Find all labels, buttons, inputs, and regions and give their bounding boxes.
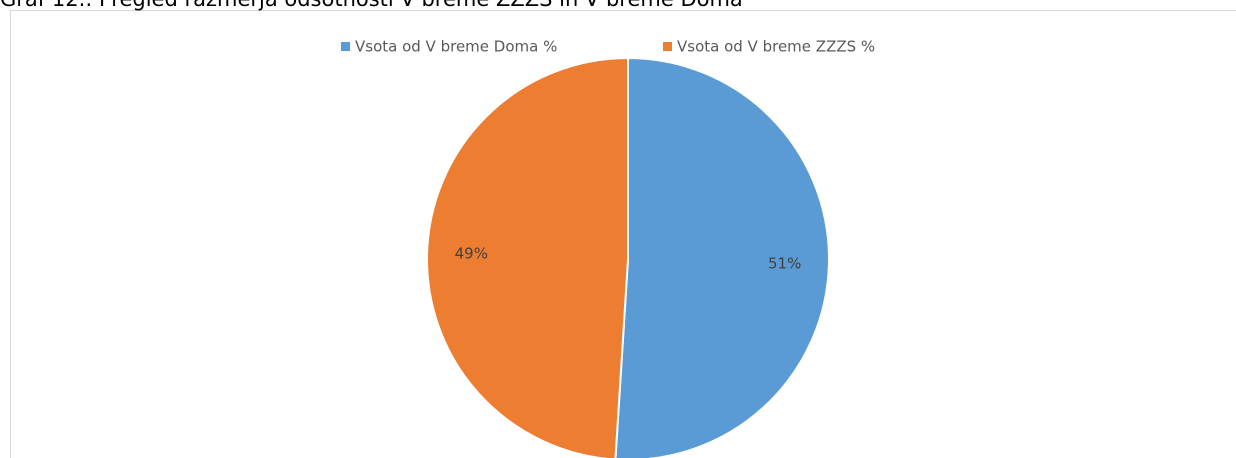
legend-swatch <box>341 42 350 51</box>
data-label: 49% <box>455 245 488 263</box>
legend-swatch <box>663 42 672 51</box>
data-label: 51% <box>768 254 801 272</box>
chart-title: Graf 12.: Pregled razmerja odsotnosti V … <box>0 0 743 11</box>
pie-slice <box>426 56 629 458</box>
legend-label: Vsota od V breme ZZZS % <box>677 38 875 56</box>
pie-slice <box>614 56 831 458</box>
legend-label: Vsota od V breme Doma % <box>355 38 557 56</box>
